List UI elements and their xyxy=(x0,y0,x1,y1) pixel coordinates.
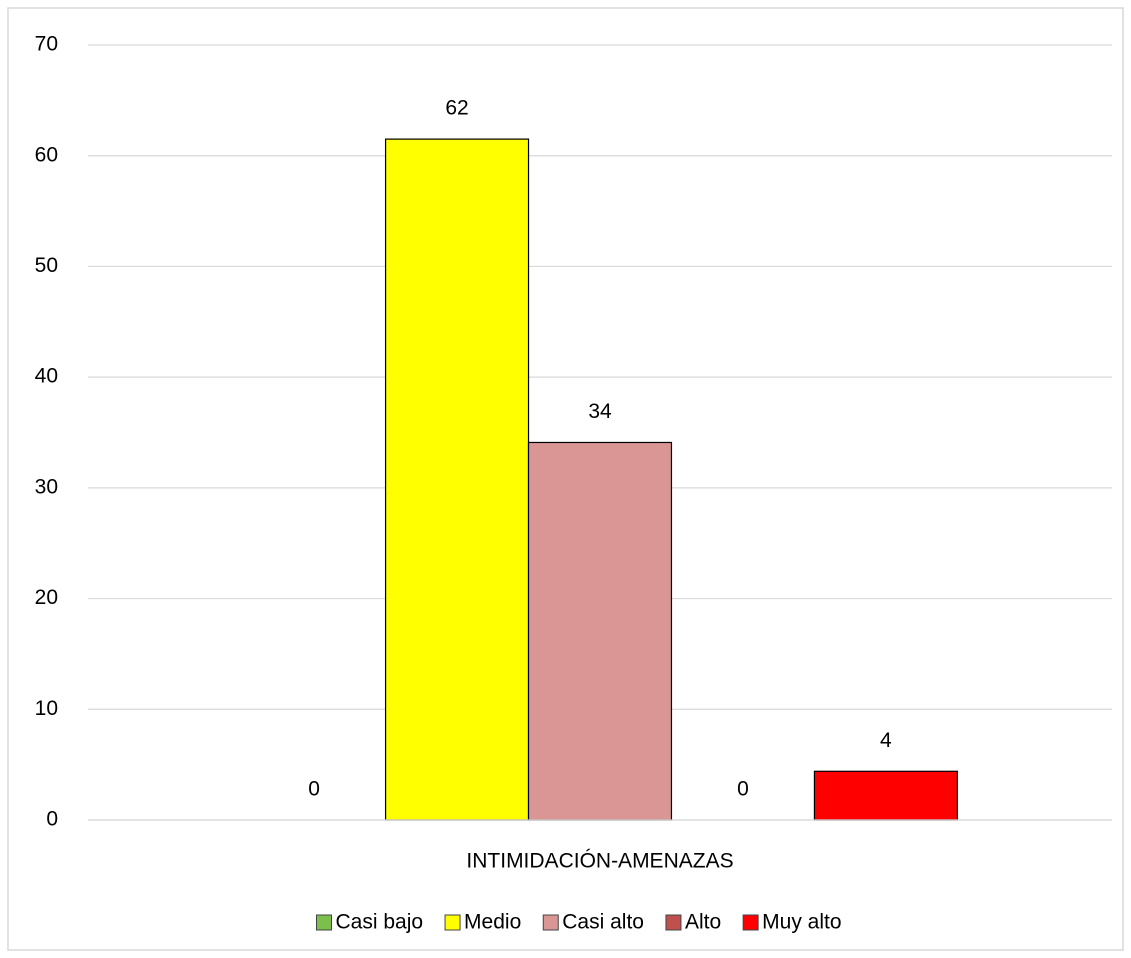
y-tick-label: 60 xyxy=(35,143,58,166)
y-tick-label: 50 xyxy=(35,254,58,277)
y-tick-label: 0 xyxy=(46,808,58,831)
y-tick-label: 40 xyxy=(35,365,58,388)
data-label: 4 xyxy=(880,729,892,752)
data-label: 0 xyxy=(737,778,749,801)
y-tick-label: 10 xyxy=(35,697,58,720)
legend-swatch xyxy=(742,914,759,931)
y-tick-label: 20 xyxy=(35,586,58,609)
data-label: 62 xyxy=(445,97,468,120)
legend-swatch xyxy=(665,914,682,931)
legend-swatch xyxy=(444,914,461,931)
legend-label: Alto xyxy=(685,911,721,934)
legend-label: Medio xyxy=(464,911,521,934)
y-tick-label: 30 xyxy=(35,475,58,498)
bar xyxy=(384,138,530,821)
legend-label: Muy alto xyxy=(762,911,841,934)
legend-label: Casi bajo xyxy=(335,911,423,934)
legend-swatch xyxy=(315,914,332,931)
bar xyxy=(813,770,958,821)
legend-swatch xyxy=(542,914,559,931)
legend-label: Casi alto xyxy=(562,911,644,934)
x-tick-label: INTIMIDACIÓN-AMENAZAS xyxy=(466,850,733,873)
y-tick-label: 70 xyxy=(35,33,58,56)
data-label: 34 xyxy=(588,400,612,423)
bar xyxy=(527,441,673,821)
data-label: 0 xyxy=(308,778,320,801)
